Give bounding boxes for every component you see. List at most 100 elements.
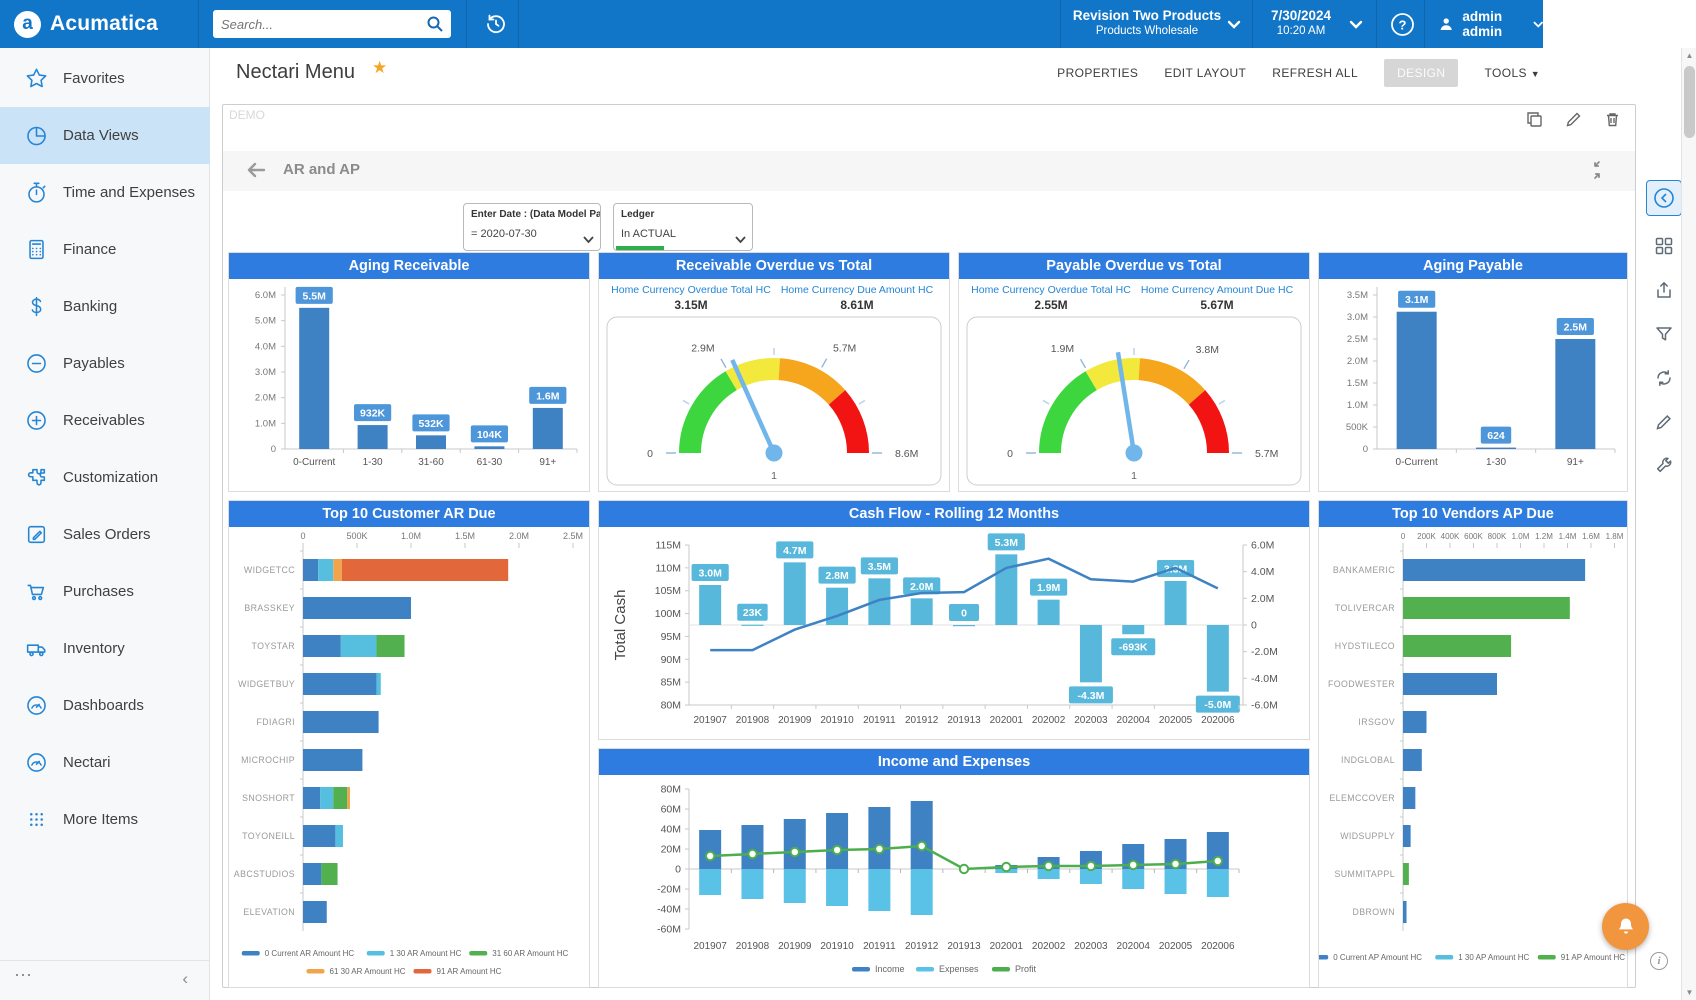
bar-segment[interactable] [303,635,341,657]
bar[interactable] [699,585,721,625]
scroll-up-arrow[interactable]: ▲ [1682,51,1696,60]
bar-segment[interactable] [303,863,321,885]
sidebar-item-more-items[interactable]: More Items [0,791,210,848]
bar-segment[interactable] [303,901,327,923]
bar[interactable] [995,554,1017,625]
collapse-panel-button[interactable] [1646,180,1682,216]
tools-button[interactable]: TOOLS ▼ [1484,66,1540,80]
income-bar[interactable] [741,825,763,869]
sidebar-item-purchases[interactable]: Purchases [0,563,210,620]
acumatica-logo[interactable]: a Acumatica [14,0,158,48]
bar-segment[interactable] [1403,863,1409,885]
bar-segment[interactable] [347,787,350,809]
bar-segment[interactable] [1403,749,1422,771]
history-button[interactable] [474,0,518,48]
properties-button[interactable]: PROPERTIES [1057,66,1138,80]
bar-segment[interactable] [303,787,320,809]
scroll-down-arrow[interactable]: ▼ [1682,988,1696,997]
legend-item[interactable]: 0 Current AP Amount HC [1319,953,1422,962]
edit-button[interactable] [1646,404,1682,440]
income-bar[interactable] [784,819,806,869]
legend-item[interactable]: 31 60 AR Amount HC [469,949,568,958]
bar-segment[interactable] [303,597,411,619]
sidebar-item-data-views[interactable]: Data Views [0,107,210,164]
export-button[interactable] [1646,272,1682,308]
bar-segment[interactable] [303,711,379,733]
expense-bar[interactable] [868,869,890,911]
bar[interactable] [474,446,504,449]
design-button[interactable]: DESIGN [1384,59,1458,87]
back-arrow-icon[interactable] [245,159,267,186]
bar-segment[interactable] [376,673,380,695]
date-chevron-icon[interactable] [1344,0,1368,48]
bar-segment[interactable] [342,559,508,581]
bar[interactable] [1397,312,1437,449]
search-input[interactable] [213,17,424,32]
settings-button[interactable] [1646,448,1682,484]
sidebar-item-dashboards[interactable]: Dashboards [0,677,210,734]
copy-icon[interactable] [1526,111,1543,133]
expense-bar[interactable] [1207,869,1229,897]
bar[interactable] [1122,625,1144,634]
filter-enter-date[interactable]: Enter Date : (Data Model Pa... = 2020-07… [463,203,601,251]
expense-bar[interactable] [699,869,721,895]
legend-item[interactable]: 91 AP Amount HC [1538,953,1626,962]
delete-trash-icon[interactable] [1604,111,1621,133]
sidebar-item-time-and-expenses[interactable]: Time and Expenses [0,164,210,221]
filter-ledger[interactable]: Ledger In ACTUAL [613,203,753,251]
edit-pencil-icon[interactable] [1565,111,1582,133]
bar[interactable] [416,435,446,449]
sidebar-item-inventory[interactable]: Inventory [0,620,210,677]
sidebar-collapse-icon[interactable]: ‹ [182,969,188,989]
bar[interactable] [1555,339,1595,449]
bar-segment[interactable] [320,787,333,809]
legend-item[interactable]: 61 30 AR Amount HC [307,967,406,976]
bar[interactable] [299,308,329,449]
refresh-button[interactable] [1646,360,1682,396]
bar-segment[interactable] [1403,711,1427,733]
bar[interactable] [358,425,388,449]
legend-item[interactable]: 1 30 AP Amount HC [1435,953,1529,962]
refresh-all-button[interactable]: REFRESH ALL [1272,66,1358,80]
sidebar-item-payables[interactable]: Payables [0,335,210,392]
bar-segment[interactable] [303,673,376,695]
bar-segment[interactable] [333,787,347,809]
legend-item[interactable]: 1 30 AR Amount HC [367,949,462,958]
sidebar-item-receivables[interactable]: Receivables [0,392,210,449]
bar-segment[interactable] [333,559,342,581]
bar-segment[interactable] [1403,901,1407,923]
legend-item[interactable]: Income [852,964,905,974]
bar-segment[interactable] [303,749,362,771]
expense-bar[interactable] [784,869,806,903]
bar-segment[interactable] [303,825,335,847]
company-chevron-icon[interactable] [1222,0,1246,48]
sidebar-item-finance[interactable]: Finance [0,221,210,278]
sidebar-more-icon[interactable]: ⋯ [14,965,34,986]
notifications-button[interactable] [1602,903,1649,950]
expense-bar[interactable] [1080,869,1102,884]
legend-item[interactable]: Profit [992,964,1037,974]
bar[interactable] [1476,448,1516,449]
edit-layout-button[interactable]: EDIT LAYOUT [1164,66,1246,80]
bar[interactable] [1038,600,1060,625]
expense-bar[interactable] [1122,869,1144,889]
scrollbar-thumb[interactable] [1684,66,1695,138]
bar-segment[interactable] [318,559,333,581]
income-bar[interactable] [699,830,721,869]
sidebar-item-sales-orders[interactable]: Sales Orders [0,506,210,563]
bar[interactable] [784,562,806,625]
bar-segment[interactable] [376,635,404,657]
sidebar-item-customization[interactable]: Customization [0,449,210,506]
bar[interactable] [911,598,933,625]
income-bar[interactable] [826,813,848,869]
bar-segment[interactable] [1403,825,1411,847]
legend-item[interactable]: 0 Current AR Amount HC [242,949,355,958]
bar[interactable] [1165,581,1187,625]
sidebar-item-favorites[interactable]: Favorites [0,50,210,107]
bar[interactable] [741,625,763,626]
bar-segment[interactable] [335,825,343,847]
expense-bar[interactable] [826,869,848,906]
layout-grid-button[interactable] [1646,228,1682,264]
search-icon[interactable] [424,13,446,35]
bar-segment[interactable] [1403,597,1570,619]
